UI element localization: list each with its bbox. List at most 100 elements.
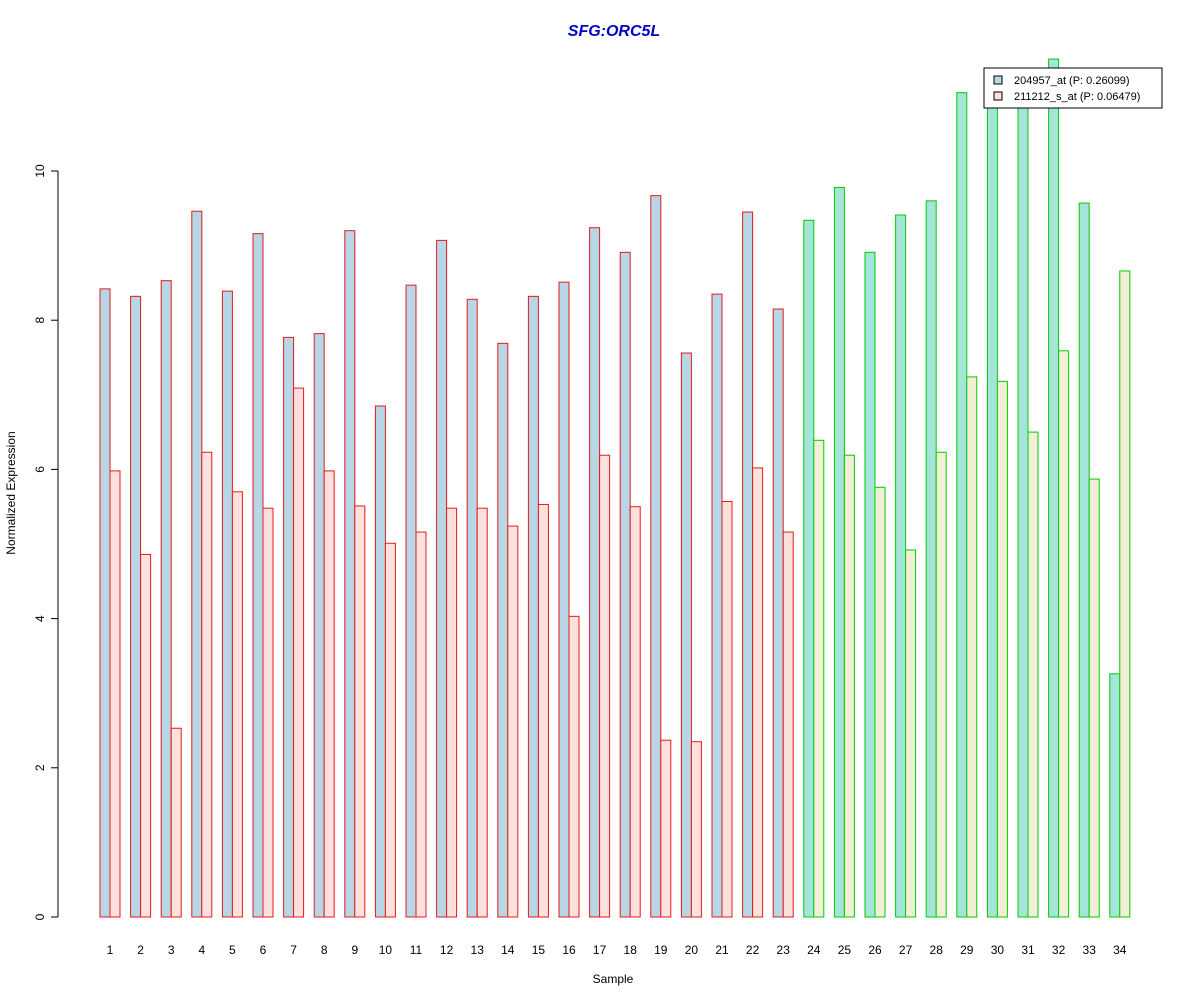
x-axis-label: Sample xyxy=(593,972,634,986)
bar-25-series-1 xyxy=(833,186,845,918)
bar-26-series-1 xyxy=(864,251,876,918)
y-tick-label: 8 xyxy=(33,317,47,324)
bar-32-series-1 xyxy=(1048,58,1060,918)
x-tick-label: 15 xyxy=(532,943,546,957)
bar-26-series-2 xyxy=(874,486,886,918)
x-tick-label: 32 xyxy=(1052,943,1066,957)
y-axis-label: Normalized Expression xyxy=(4,431,18,554)
x-tick-label: 31 xyxy=(1021,943,1035,957)
x-tick-label: 29 xyxy=(960,943,974,957)
bar-6-series-1 xyxy=(252,233,264,918)
bar-29-series-2 xyxy=(966,376,978,918)
bar-1-series-1 xyxy=(99,288,111,918)
bar-24-series-1 xyxy=(803,219,815,918)
y-tick-label: 0 xyxy=(33,913,47,920)
bar-28-series-2 xyxy=(935,451,947,918)
x-tick-label: 1 xyxy=(107,943,114,957)
bar-12-series-2 xyxy=(446,507,458,918)
bar-19-series-1 xyxy=(650,195,662,918)
bar-15-series-2 xyxy=(537,503,549,918)
x-axis: 1 2 3 4 5 6 7 8 9 10 11 12 13 14 15 16 17 18 19 20 21 22 23 24 2… xyxy=(107,943,1127,957)
bar-4-series-1 xyxy=(191,210,203,918)
x-tick-label: 8 xyxy=(321,943,328,957)
x-tick-label: 17 xyxy=(593,943,607,957)
bar-11-series-1 xyxy=(405,284,417,918)
bar-20-series-2 xyxy=(690,741,702,918)
bar-23-series-1 xyxy=(772,308,784,918)
bar-7-series-1 xyxy=(283,336,295,918)
bar-3-series-2 xyxy=(170,727,182,918)
x-tick-label: 5 xyxy=(229,943,236,957)
legend-entry-label: 204957_at (P: 0.26099) xyxy=(1014,75,1130,87)
legend-box xyxy=(983,67,1163,109)
x-tick-label: 9 xyxy=(351,943,358,957)
bar-19-series-2 xyxy=(660,739,672,918)
bar-11-series-2 xyxy=(415,531,427,918)
bar-33-series-1 xyxy=(1078,202,1090,918)
x-tick-label: 6 xyxy=(260,943,267,957)
bar-18-series-2 xyxy=(629,506,641,918)
bar-21-series-2 xyxy=(721,500,733,918)
bar-10-series-1 xyxy=(374,405,386,918)
legend: 204957_at (P: 0.26099) 211212_s_at (P: 0.… xyxy=(983,67,1163,109)
legend-entry-label: 211212_s_at (P: 0.06479) xyxy=(1014,91,1140,103)
x-tick-label: 19 xyxy=(654,943,668,957)
bar-9-series-2 xyxy=(354,505,366,918)
x-tick-label: 27 xyxy=(899,943,913,957)
bar-18-series-1 xyxy=(619,251,631,918)
bar-31-series-1 xyxy=(1017,73,1029,918)
x-tick-label: 7 xyxy=(290,943,297,957)
y-tick-label: 2 xyxy=(33,764,47,771)
bar-30-series-1 xyxy=(986,80,998,918)
y-axis: 0 2 4 6 8 10 xyxy=(33,164,59,920)
bar-9-series-1 xyxy=(344,230,356,918)
x-tick-label: 25 xyxy=(838,943,852,957)
bar-32-series-2 xyxy=(1058,350,1070,918)
bar-1-series-2 xyxy=(109,470,121,918)
bar-22-series-1 xyxy=(742,211,754,918)
x-tick-label: 24 xyxy=(807,943,821,957)
bar-34-series-2 xyxy=(1119,270,1131,918)
bar-15-series-1 xyxy=(527,295,539,918)
bar-10-series-2 xyxy=(384,542,396,918)
x-tick-label: 21 xyxy=(715,943,729,957)
bar-8-series-2 xyxy=(323,470,335,918)
bar-23-series-2 xyxy=(782,531,794,918)
bar-30-series-2 xyxy=(996,380,1008,918)
x-tick-label: 18 xyxy=(624,943,638,957)
bar-5-series-2 xyxy=(231,491,243,918)
x-tick-label: 16 xyxy=(562,943,576,957)
x-tick-label: 13 xyxy=(471,943,485,957)
x-tick-label: 4 xyxy=(198,943,205,957)
chart-title: SFG:ORC5L xyxy=(568,23,660,40)
x-tick-label: 20 xyxy=(685,943,699,957)
bar-2-series-1 xyxy=(130,295,142,918)
bar-2-series-2 xyxy=(140,553,152,918)
bar-8-series-1 xyxy=(313,333,325,918)
bar-3-series-1 xyxy=(160,280,172,918)
bar-14-series-1 xyxy=(497,342,509,918)
bar-4-series-2 xyxy=(201,451,213,918)
x-tick-label: 26 xyxy=(868,943,882,957)
x-tick-label: 22 xyxy=(746,943,760,957)
bar-13-series-1 xyxy=(466,298,478,918)
bar-27-series-2 xyxy=(905,549,917,918)
y-tick-label: 6 xyxy=(33,466,47,473)
x-tick-label: 14 xyxy=(501,943,515,957)
x-tick-label: 10 xyxy=(379,943,393,957)
bar-13-series-2 xyxy=(476,507,488,918)
x-tick-label: 34 xyxy=(1113,943,1127,957)
bar-25-series-2 xyxy=(843,454,855,918)
bar-17-series-1 xyxy=(589,227,601,918)
bar-7-series-2 xyxy=(293,387,305,918)
bar-31-series-2 xyxy=(1027,431,1039,918)
x-tick-label: 33 xyxy=(1083,943,1097,957)
bars-layer xyxy=(99,58,1131,918)
bar-6-series-2 xyxy=(262,507,274,918)
bar-20-series-1 xyxy=(680,352,692,918)
bar-17-series-2 xyxy=(599,454,611,918)
bar-14-series-2 xyxy=(507,525,519,918)
legend-swatch xyxy=(993,75,1003,85)
y-tick-label: 10 xyxy=(33,164,47,178)
